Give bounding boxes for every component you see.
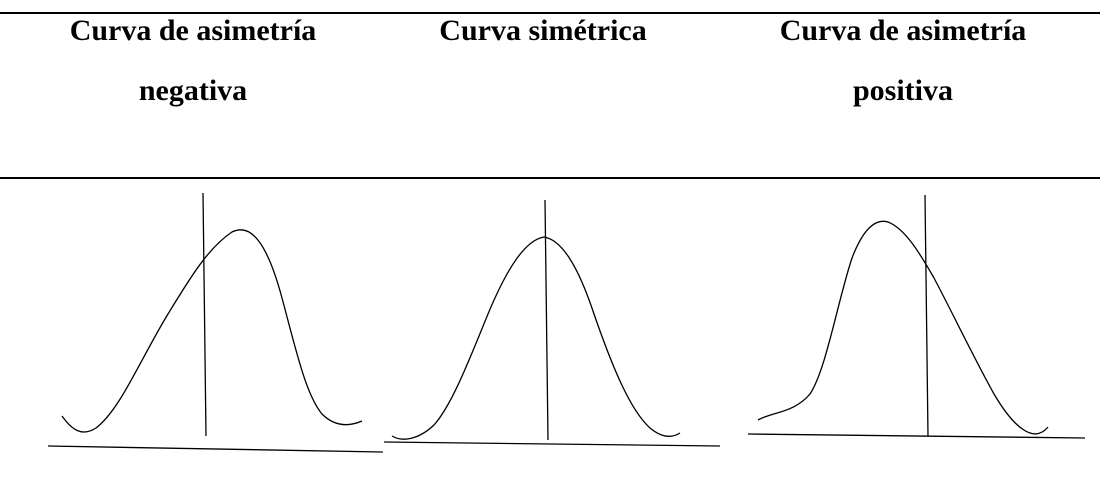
negative-skew-baseline	[47, 445, 384, 453]
symmetric-baseline	[383, 441, 721, 447]
header-negative-line2: negativa	[138, 74, 248, 107]
symmetric-curve	[391, 236, 681, 440]
table-header-rule	[0, 177, 1100, 179]
header-symmetric-line1: Curva simétrica	[439, 14, 647, 47]
header-symmetric: Curva simétrica	[378, 0, 708, 61]
header-positive-skew: Curva de asimetría positiva	[738, 0, 1068, 121]
skewness-curves-figure	[47, 192, 1086, 453]
negative-skew-curve	[61, 229, 363, 433]
positive-skew-curve	[757, 220, 1049, 435]
table-top-rule	[0, 12, 1100, 14]
header-positive-line1: Curva de asimetría	[779, 14, 1027, 47]
symmetric-mean-line	[544, 199, 549, 441]
table-header-row: Curva de asimetría negativa Curva simétr…	[0, 0, 1100, 178]
symmetric-figure	[383, 199, 721, 447]
positive-skew-mean-line	[924, 194, 929, 437]
negative-skew-figure	[47, 192, 384, 453]
header-negative-line1: Curva de asimetría	[69, 14, 317, 47]
header-negative-skew: Curva de asimetría negativa	[28, 0, 358, 121]
positive-skew-figure	[747, 194, 1086, 439]
header-positive-line2: positiva	[852, 74, 954, 107]
positive-skew-baseline	[747, 433, 1086, 439]
negative-skew-mean-line	[202, 192, 207, 437]
